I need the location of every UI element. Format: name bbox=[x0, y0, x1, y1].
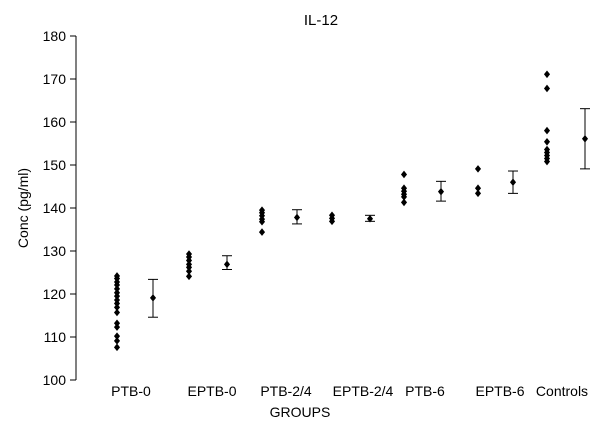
y-tick-label: 180 bbox=[43, 28, 67, 44]
mean-point bbox=[366, 214, 374, 223]
data-point bbox=[543, 70, 551, 79]
data-marks bbox=[113, 70, 590, 352]
data-point bbox=[113, 285, 121, 293]
data-point bbox=[474, 184, 482, 193]
data-point bbox=[185, 263, 193, 272]
data-point bbox=[474, 189, 482, 198]
mean-point bbox=[223, 260, 231, 269]
data-point bbox=[113, 308, 121, 317]
x-axis-label: GROUPS bbox=[270, 404, 331, 420]
data-point bbox=[400, 193, 408, 201]
chart-title: IL-12 bbox=[304, 12, 338, 29]
y-tick-label: 160 bbox=[43, 114, 67, 130]
data-point bbox=[185, 272, 193, 281]
mean-point bbox=[293, 213, 301, 222]
data-point bbox=[543, 137, 551, 146]
y-tick-label: 120 bbox=[43, 286, 67, 302]
data-point bbox=[185, 267, 193, 276]
data-point bbox=[474, 165, 482, 173]
data-point bbox=[113, 337, 121, 345]
x-tick-label: Controls bbox=[536, 383, 588, 399]
data-point bbox=[113, 299, 121, 308]
x-tick-label: EPTB-2/4 bbox=[333, 383, 394, 399]
data-point bbox=[543, 126, 551, 135]
x-tick-label: EPTB-6 bbox=[475, 383, 524, 399]
data-point bbox=[543, 84, 551, 93]
data-point bbox=[258, 217, 266, 226]
y-tick-label: 150 bbox=[43, 157, 67, 173]
data-point bbox=[185, 256, 193, 265]
x-tick-label: PTB-0 bbox=[111, 383, 151, 399]
mean-point bbox=[581, 134, 589, 143]
y-axis-label: Conc (pg/ml) bbox=[15, 168, 31, 248]
mean-point bbox=[437, 187, 445, 196]
x-tick-label: EPTB-0 bbox=[187, 383, 236, 399]
data-point bbox=[113, 323, 121, 331]
data-point bbox=[113, 292, 121, 300]
x-tick-label: PTB-6 bbox=[405, 383, 445, 399]
data-point bbox=[400, 198, 408, 207]
y-axis-ticks: 100 110 120 130 140 150 160 170 180 bbox=[43, 28, 76, 388]
data-point bbox=[328, 217, 336, 226]
y-tick-label: 100 bbox=[43, 372, 67, 388]
data-point bbox=[400, 170, 408, 179]
data-point bbox=[258, 228, 266, 236]
data-point bbox=[113, 332, 121, 340]
mean-point bbox=[509, 178, 517, 186]
y-tick-label: 140 bbox=[43, 200, 67, 216]
data-point bbox=[543, 157, 551, 166]
mean-point bbox=[149, 294, 157, 302]
y-tick-label: 130 bbox=[43, 243, 67, 259]
x-axis-category-labels: PTB-0 EPTB-0 PTB-2/4 EPTB-2/4 PTB-6 EPTB-6 Con… bbox=[111, 383, 588, 399]
data-point bbox=[113, 319, 121, 328]
data-point bbox=[113, 281, 121, 289]
data-point bbox=[113, 343, 121, 352]
data-point bbox=[113, 303, 121, 312]
x-tick-label: PTB-2/4 bbox=[260, 383, 312, 399]
y-tick-label: 110 bbox=[44, 329, 67, 345]
y-tick-label: 170 bbox=[43, 71, 67, 87]
